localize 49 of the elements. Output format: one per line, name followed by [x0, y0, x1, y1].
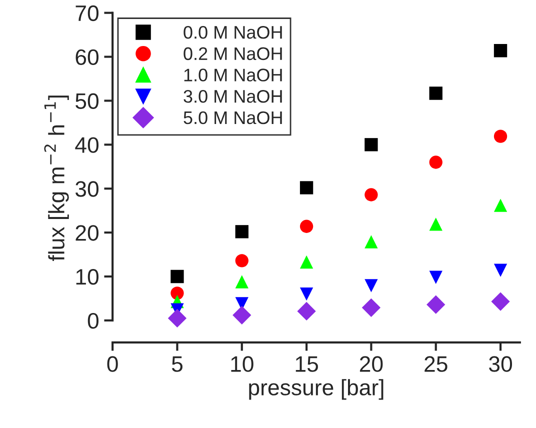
point [364, 188, 378, 202]
y-axis-title: flux [kg m$^{−2}$ h$^{−1}$] [44, 96, 69, 261]
x-axis-title: pressure [bar] [249, 379, 384, 400]
point [494, 44, 508, 58]
x-tick-label: 0 [107, 356, 118, 372]
point [235, 225, 248, 238]
y-tick-label: 50 [76, 93, 98, 109]
point [297, 302, 316, 321]
x-tick-label: 5 [172, 356, 182, 372]
x-tick-label: 15 [296, 356, 318, 372]
point [232, 306, 252, 324]
point [300, 287, 314, 301]
point [429, 156, 442, 169]
x-tick-label: 20 [360, 356, 383, 372]
y-tick-label: 70 [76, 5, 98, 22]
legend-label: 5.0 M NaOH [184, 111, 282, 124]
point [494, 264, 508, 277]
point [426, 295, 446, 314]
y-tick-label: 10 [76, 269, 98, 285]
point [429, 218, 442, 231]
point [300, 255, 314, 269]
point [364, 235, 378, 248]
y-tick-label: 60 [76, 49, 98, 66]
legend-label: 0.0 M NaOH [184, 26, 282, 39]
point [168, 308, 187, 328]
point [235, 254, 248, 268]
point [364, 138, 378, 152]
y-tick-label: 40 [75, 137, 98, 153]
point [170, 270, 184, 284]
legend-label: 0.2 M NaOH [184, 47, 282, 60]
point [362, 298, 381, 318]
point [429, 270, 442, 284]
point [300, 220, 314, 233]
point [364, 279, 378, 292]
x-tick-label: 25 [424, 356, 448, 372]
legend-label: 3.0 M NaOH [184, 90, 282, 103]
point [170, 286, 184, 300]
point [235, 275, 248, 288]
point [429, 86, 442, 100]
x-tick-label: 30 [489, 356, 512, 372]
point [300, 181, 314, 194]
y-tick-label: 30 [75, 181, 98, 197]
x-tick-label: 10 [231, 356, 254, 372]
point [494, 198, 508, 212]
point [494, 130, 508, 143]
point [491, 292, 510, 311]
y-tick-label: 20 [76, 225, 98, 241]
legend-label: 1.0 M NaOH [184, 68, 282, 82]
y-tick-label: 0 [88, 312, 98, 329]
